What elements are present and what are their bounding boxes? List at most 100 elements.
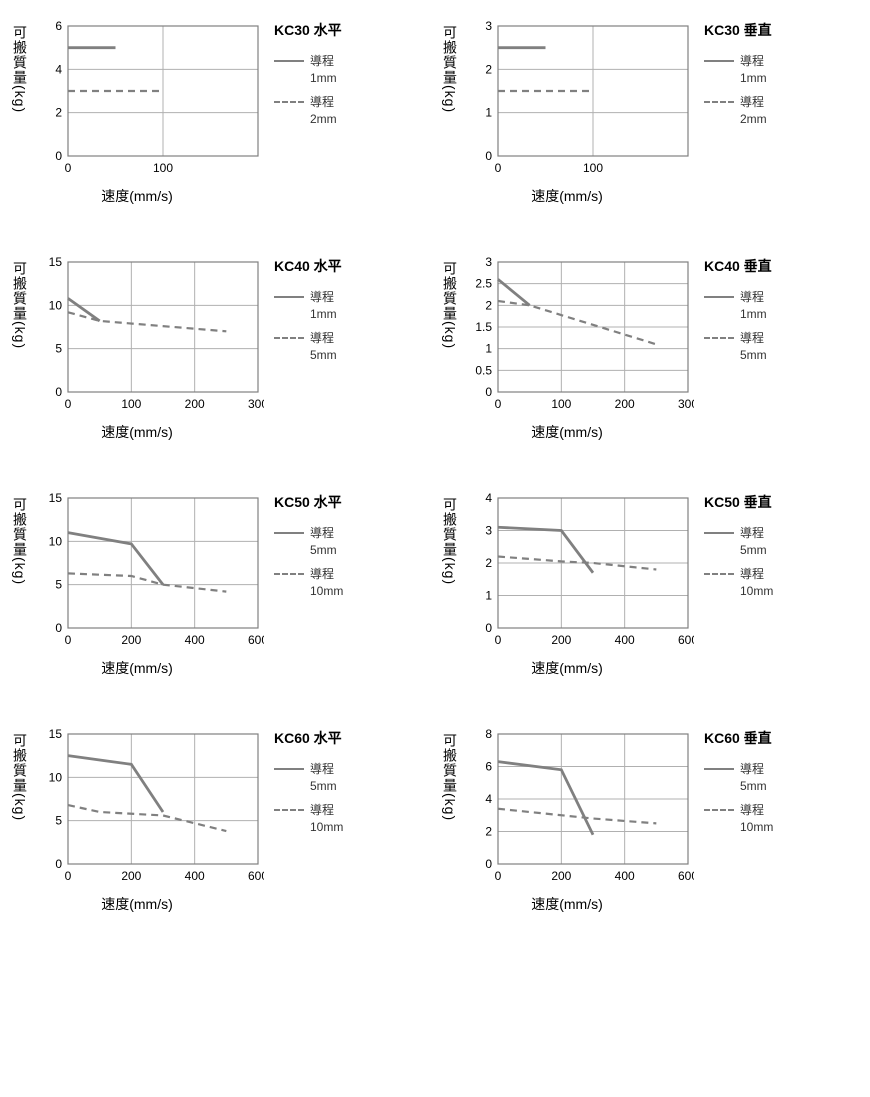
legend-series-label: 導程 — [740, 801, 764, 818]
legend-item-value: 10mm — [274, 820, 369, 834]
svg-text:400: 400 — [185, 869, 205, 883]
svg-text:200: 200 — [615, 397, 635, 411]
svg-text:200: 200 — [551, 633, 571, 647]
y-axis-label: 可搬質量(kg) — [10, 492, 32, 585]
svg-text:1: 1 — [485, 589, 492, 603]
x-axis-label: 速度(mm/s) — [531, 186, 603, 206]
svg-text:0.5: 0.5 — [475, 363, 492, 377]
legend-item-value: 5mm — [704, 348, 799, 362]
legend-item-value: 1mm — [274, 71, 369, 85]
svg-text:200: 200 — [121, 869, 141, 883]
y-axis-label: 可搬質量(kg) — [440, 256, 462, 349]
chart-row: 可搬質量(kg) 00.511.522.530100200300 — [440, 256, 694, 416]
legend-series-label: 導程 — [740, 93, 764, 110]
legend-value: 5mm — [740, 779, 767, 793]
y-axis-label: 可搬質量(kg) — [10, 728, 32, 821]
legend-swatch — [274, 532, 304, 534]
svg-text:400: 400 — [615, 869, 635, 883]
svg-text:6: 6 — [485, 760, 492, 774]
legend-value: 10mm — [740, 584, 773, 598]
svg-text:6: 6 — [55, 20, 62, 33]
legend-item-value: 5mm — [274, 779, 369, 793]
svg-text:15: 15 — [49, 256, 63, 269]
svg-text:10: 10 — [49, 534, 63, 548]
chart-cell: 可搬質量(kg) 012340200400600 速度(mm/s) KC50 垂… — [440, 492, 860, 678]
svg-text:3: 3 — [485, 524, 492, 538]
legend-item-value: 5mm — [704, 543, 799, 557]
legend-value: 1mm — [740, 307, 767, 321]
svg-text:0: 0 — [495, 633, 502, 647]
legend-swatch — [704, 809, 734, 811]
chart-title: KC60 垂直 — [704, 728, 799, 748]
svg-text:0: 0 — [55, 385, 62, 399]
legend-swatch — [274, 296, 304, 298]
x-axis-label: 速度(mm/s) — [101, 894, 173, 914]
x-axis-label: 速度(mm/s) — [531, 658, 603, 678]
svg-text:3: 3 — [485, 20, 492, 33]
y-axis-label: 可搬質量(kg) — [440, 728, 462, 821]
svg-text:10: 10 — [49, 770, 63, 784]
svg-text:0: 0 — [485, 621, 492, 635]
legend-item: 導程 — [274, 524, 369, 541]
legend-series-label: 導程 — [740, 524, 764, 541]
svg-text:400: 400 — [615, 633, 635, 647]
chart-svg: 0510150200400600 — [32, 492, 264, 652]
y-axis-label: 可搬質量(kg) — [10, 20, 32, 113]
legend-value: 1mm — [310, 71, 337, 85]
svg-text:200: 200 — [121, 633, 141, 647]
chart-svg: 0510150200400600 — [32, 728, 264, 888]
legend-value: 1mm — [310, 307, 337, 321]
legend-item: 導程 — [274, 288, 369, 305]
chart-block: 可搬質量(kg) 01230100 速度(mm/s) — [440, 20, 694, 206]
svg-text:4: 4 — [485, 492, 492, 505]
svg-text:200: 200 — [551, 869, 571, 883]
chart-row: 可搬質量(kg) 024680200400600 — [440, 728, 694, 888]
legend-value: 5mm — [310, 348, 337, 362]
svg-text:100: 100 — [153, 161, 173, 175]
chart-cell: 可搬質量(kg) 0510150200400600 速度(mm/s) KC50 … — [10, 492, 430, 678]
x-axis-label: 速度(mm/s) — [101, 186, 173, 206]
legend-swatch — [704, 768, 734, 770]
chart-svg: 02460100 — [32, 20, 264, 180]
svg-text:10: 10 — [49, 298, 63, 312]
legend-swatch — [704, 101, 734, 103]
chart-block: 可搬質量(kg) 00.511.522.530100200300 速度(mm/s… — [440, 256, 694, 442]
y-axis-label: 可搬質量(kg) — [10, 256, 32, 349]
svg-text:0: 0 — [485, 385, 492, 399]
legend-series-label: 導程 — [310, 52, 334, 69]
chart-title: KC50 水平 — [274, 492, 369, 512]
svg-text:0: 0 — [65, 633, 72, 647]
legend-series-label: 導程 — [740, 288, 764, 305]
legend-value: 5mm — [740, 543, 767, 557]
chart-svg: 00.511.522.530100200300 — [462, 256, 694, 416]
legend-series-label: 導程 — [740, 52, 764, 69]
legend-swatch — [274, 337, 304, 339]
chart-row: 可搬質量(kg) 01230100 — [440, 20, 694, 180]
legend-item-value: 10mm — [704, 820, 799, 834]
legend-item: 導程 — [274, 52, 369, 69]
svg-text:600: 600 — [678, 869, 694, 883]
legend-value: 2mm — [740, 112, 767, 126]
chart-svg: 0510150100200300 — [32, 256, 264, 416]
legend-item-value: 10mm — [704, 584, 799, 598]
chart-title: KC30 水平 — [274, 20, 369, 40]
chart-side: KC50 水平 導程 5mm 導程 10mm — [274, 492, 369, 606]
legend-item-value: 1mm — [704, 307, 799, 321]
chart-side: KC50 垂直 導程 5mm 導程 10mm — [704, 492, 799, 606]
svg-text:300: 300 — [678, 397, 694, 411]
legend-item-value: 5mm — [274, 543, 369, 557]
svg-text:2: 2 — [55, 106, 62, 120]
svg-text:0: 0 — [55, 149, 62, 163]
legend-value: 10mm — [740, 820, 773, 834]
svg-text:0: 0 — [485, 149, 492, 163]
legend-item: 導程 — [704, 760, 799, 777]
svg-text:4: 4 — [55, 62, 62, 76]
chart-side: KC60 垂直 導程 5mm 導程 10mm — [704, 728, 799, 842]
chart-row: 可搬質量(kg) 02460100 — [10, 20, 264, 180]
legend-series-label: 導程 — [310, 93, 334, 110]
chart-side: KC60 水平 導程 5mm 導程 10mm — [274, 728, 369, 842]
legend-series-label: 導程 — [310, 565, 334, 582]
svg-text:2: 2 — [485, 62, 492, 76]
chart-title: KC60 水平 — [274, 728, 369, 748]
legend-swatch — [704, 532, 734, 534]
